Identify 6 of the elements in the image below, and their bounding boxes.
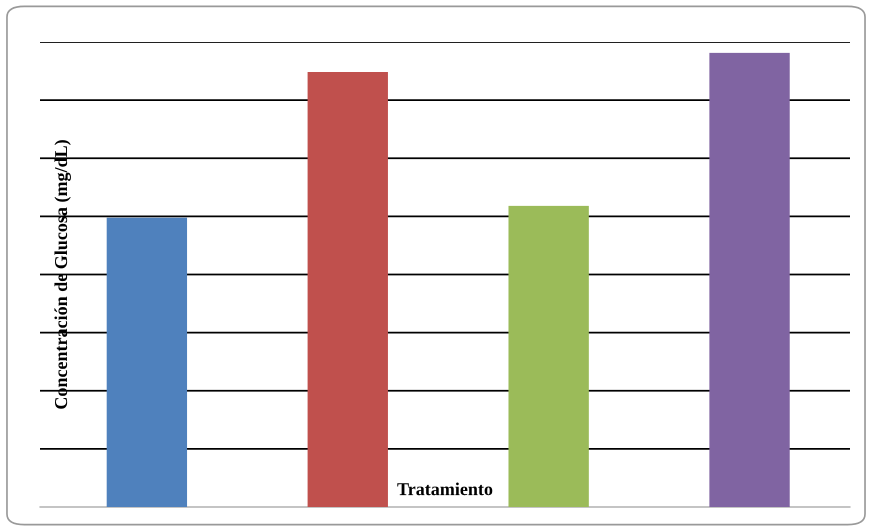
bar bbox=[508, 206, 589, 507]
y-axis-title: Concentración de Glucosa (mg/dL) bbox=[54, 140, 71, 409]
bar bbox=[308, 72, 388, 507]
bar bbox=[106, 218, 188, 507]
bar bbox=[709, 52, 790, 507]
x-axis-title: Tratamiento bbox=[397, 482, 492, 496]
